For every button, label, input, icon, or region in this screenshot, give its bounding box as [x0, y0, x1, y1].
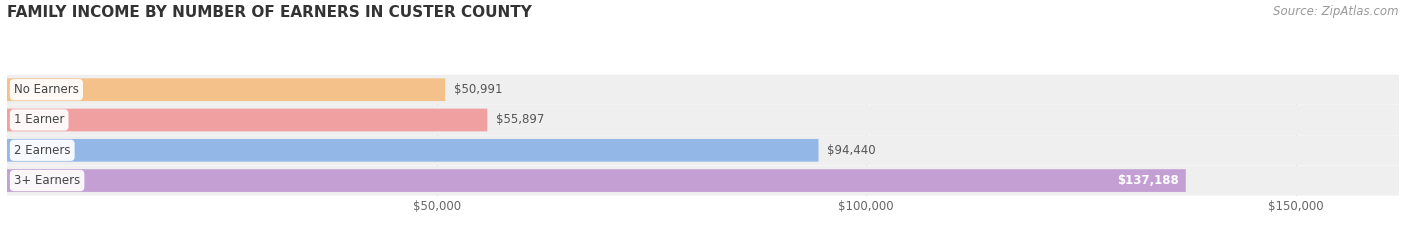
FancyBboxPatch shape — [7, 135, 1399, 165]
FancyBboxPatch shape — [7, 169, 1185, 192]
Text: $94,440: $94,440 — [827, 144, 876, 157]
Text: $50,991: $50,991 — [454, 83, 502, 96]
FancyBboxPatch shape — [7, 75, 1399, 105]
Text: 2 Earners: 2 Earners — [14, 144, 70, 157]
Text: 1 Earner: 1 Earner — [14, 113, 65, 127]
FancyBboxPatch shape — [7, 78, 446, 101]
FancyBboxPatch shape — [7, 105, 1399, 135]
Text: FAMILY INCOME BY NUMBER OF EARNERS IN CUSTER COUNTY: FAMILY INCOME BY NUMBER OF EARNERS IN CU… — [7, 5, 531, 20]
FancyBboxPatch shape — [7, 166, 1399, 195]
FancyBboxPatch shape — [7, 109, 488, 131]
Text: $55,897: $55,897 — [496, 113, 544, 127]
Text: 3+ Earners: 3+ Earners — [14, 174, 80, 187]
Text: No Earners: No Earners — [14, 83, 79, 96]
FancyBboxPatch shape — [7, 139, 818, 162]
Text: Source: ZipAtlas.com: Source: ZipAtlas.com — [1274, 5, 1399, 18]
Text: $137,188: $137,188 — [1118, 174, 1178, 187]
